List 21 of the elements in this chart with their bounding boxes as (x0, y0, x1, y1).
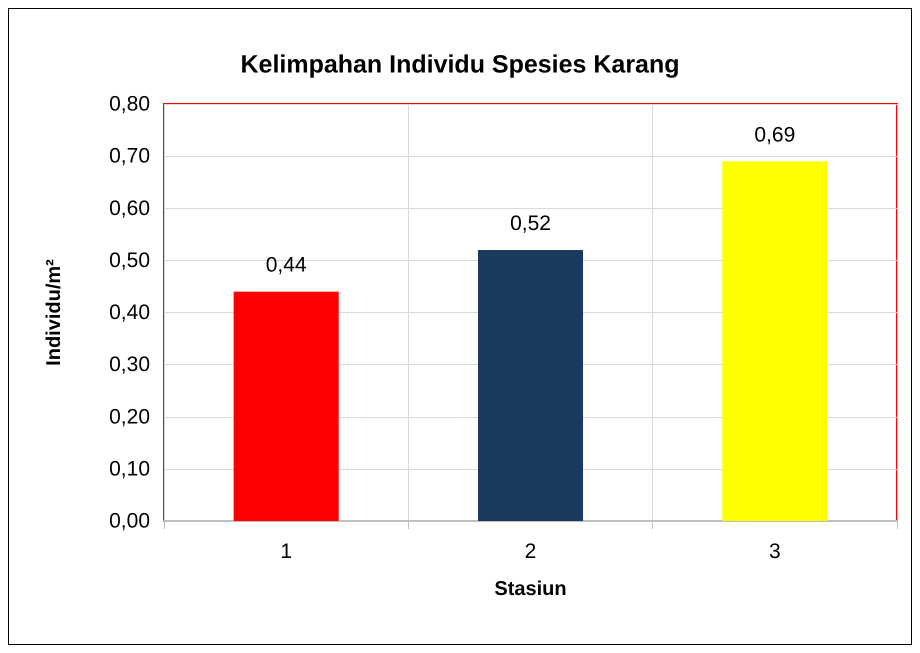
y-tick-label: 0,30 (109, 353, 150, 376)
y-tick-label: 0,50 (109, 248, 150, 272)
data-label: 0,52 (510, 212, 551, 235)
x-tick-label: 1 (280, 540, 292, 563)
x-tick-label: 2 (524, 540, 536, 563)
data-label: 0,44 (266, 254, 307, 277)
x-axis-title: Stasiun (494, 578, 567, 600)
bar (722, 161, 828, 521)
y-tick-label: 0,70 (109, 144, 150, 168)
y-tick-label: 0,60 (109, 196, 150, 220)
chart-title: Kelimpahan Individu Spesies Karang (240, 50, 680, 78)
y-axis-title: Individu/m² (43, 258, 65, 366)
y-tick-label: 0,10 (109, 457, 150, 480)
bar (478, 250, 584, 521)
x-tick-label: 3 (768, 540, 781, 563)
y-tick-label: 0,20 (109, 405, 150, 428)
bar (234, 292, 339, 521)
data-label: 0,69 (754, 123, 796, 146)
y-tick-label: 0,00 (109, 510, 150, 532)
y-tick-label: 0,40 (109, 301, 150, 324)
y-tick-label: 0,80 (109, 92, 150, 116)
